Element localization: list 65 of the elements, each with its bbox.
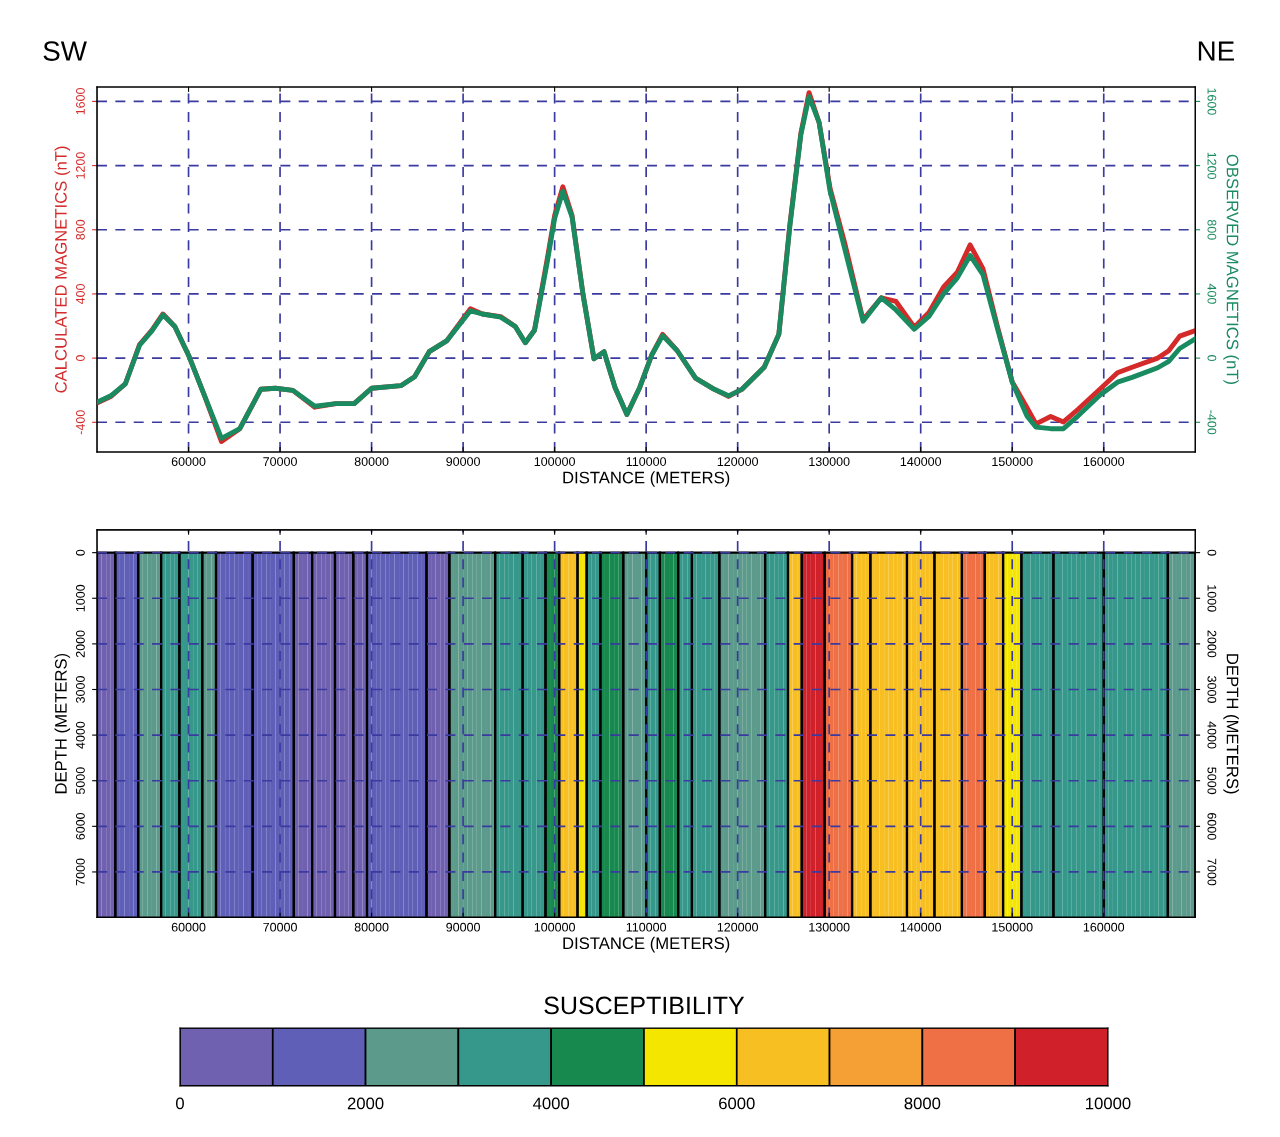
x-tick-label: 140000 bbox=[900, 457, 942, 466]
y-tick-label: 1000 bbox=[75, 584, 85, 612]
x-tick-label: 90000 bbox=[446, 457, 480, 466]
x-tick-label: 160000 bbox=[1083, 922, 1125, 932]
x-tick-label: 140000 bbox=[900, 922, 942, 932]
x-tick-label: 80000 bbox=[354, 922, 389, 932]
x-tick-label: 150000 bbox=[992, 922, 1033, 932]
y2-axis-title: DEPTH (METERS) bbox=[1223, 654, 1239, 794]
y2-tick-label: 1200 bbox=[1207, 152, 1217, 180]
x-tick-label: 150000 bbox=[992, 457, 1033, 466]
y-tick-label: 7000 bbox=[75, 858, 85, 886]
x-tick-label: 70000 bbox=[263, 457, 297, 466]
x-tick-label: 130000 bbox=[809, 922, 850, 932]
y-tick-label: 6000 bbox=[75, 812, 85, 840]
y-tick-label: 400 bbox=[75, 283, 85, 305]
x-axis-title: DISTANCE (METERS) bbox=[563, 936, 730, 953]
x-axis-title: DISTANCE (METERS) bbox=[563, 471, 730, 487]
y2-tick-label: 0 bbox=[1207, 549, 1217, 556]
y-tick-label: 0 bbox=[75, 355, 85, 362]
x-tick-label: 100000 bbox=[534, 922, 575, 932]
y2-tick-label: 4000 bbox=[1207, 721, 1217, 749]
color-bar-label: 8000 bbox=[904, 1097, 941, 1110]
y2-tick-label: 2000 bbox=[1207, 630, 1217, 658]
x-tick-label: 110000 bbox=[626, 457, 667, 466]
x-tick-label: 120000 bbox=[717, 457, 759, 466]
y-tick-label: 1200 bbox=[75, 152, 85, 179]
y2-tick-label: 3000 bbox=[1207, 676, 1217, 703]
y2-tick-label: 5000 bbox=[1207, 767, 1217, 795]
y2-tick-label: -400 bbox=[1207, 410, 1217, 435]
y2-tick-label: 1600 bbox=[1207, 88, 1217, 115]
x-tick-label: 110000 bbox=[626, 922, 667, 932]
color-bar-label: 10000 bbox=[1086, 1097, 1131, 1110]
x-tick-label: 60000 bbox=[171, 457, 206, 466]
x-tick-label: 60000 bbox=[171, 922, 206, 932]
text: NE bbox=[1198, 41, 1235, 61]
x-tick-label: 120000 bbox=[717, 922, 759, 932]
y-tick-label: -400 bbox=[75, 410, 85, 435]
y-axis-title: DEPTH (METERS) bbox=[54, 653, 71, 794]
text: SW bbox=[43, 41, 87, 61]
y-tick-label: 800 bbox=[75, 219, 85, 240]
y2-axis-title: OBSERVED MAGNETICS (nT) bbox=[1223, 154, 1239, 385]
x-tick-label: 130000 bbox=[809, 457, 850, 466]
y-tick-label: 3000 bbox=[75, 676, 85, 703]
color-bar-title: SUSCEPTIBILITY bbox=[544, 996, 745, 1015]
y2-tick-label: 0 bbox=[1207, 355, 1217, 362]
x-tick-label: 80000 bbox=[354, 457, 389, 466]
color-bar-label: 0 bbox=[175, 1097, 184, 1110]
y-tick-label: 4000 bbox=[75, 721, 85, 749]
x-tick-label: 100000 bbox=[534, 457, 575, 466]
y-tick-label: 2000 bbox=[75, 630, 85, 658]
y-tick-label: 5000 bbox=[75, 767, 85, 795]
x-tick-label: 70000 bbox=[263, 922, 297, 932]
color-bar-label: 6000 bbox=[719, 1097, 755, 1110]
y2-tick-label: 7000 bbox=[1207, 858, 1217, 886]
y2-tick-label: 400 bbox=[1207, 283, 1217, 304]
y-tick-label: 1600 bbox=[75, 88, 85, 115]
y-axis-title: CALCULATED MAGNETICS (nT) bbox=[54, 146, 71, 393]
y2-tick-label: 800 bbox=[1207, 219, 1217, 240]
x-tick-label: 160000 bbox=[1083, 457, 1125, 466]
color-bar-label: 4000 bbox=[533, 1097, 570, 1110]
y-tick-label: 0 bbox=[75, 549, 85, 556]
x-tick-label: 90000 bbox=[446, 922, 480, 932]
color-bar-label: 2000 bbox=[347, 1097, 384, 1110]
y2-tick-label: 1000 bbox=[1207, 585, 1217, 612]
y2-tick-label: 6000 bbox=[1207, 813, 1217, 840]
